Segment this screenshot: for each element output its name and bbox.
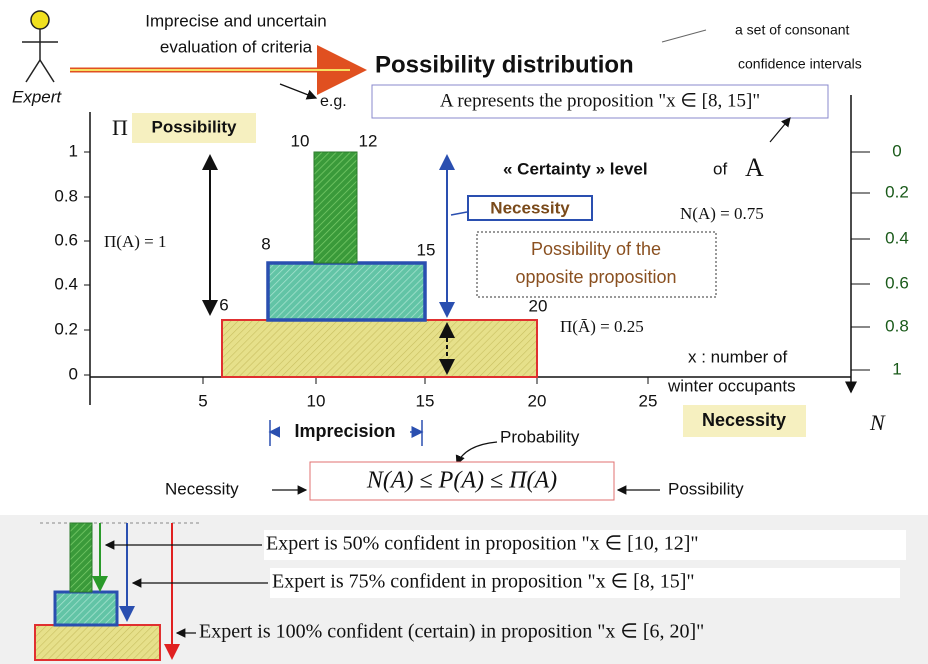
left-axis-symbol: Π	[112, 115, 128, 140]
title: Possibility distribution	[375, 51, 634, 78]
necessity-box	[467, 195, 593, 221]
right-tick-label: 0.6	[885, 273, 909, 292]
example-prefix: e.g.	[320, 93, 347, 110]
opposite-label: opposite proposition	[515, 267, 676, 287]
label-bg	[270, 568, 900, 598]
interval-bound: 6	[219, 295, 228, 314]
inner-interval	[313, 151, 358, 264]
note: confidence intervals	[738, 56, 862, 72]
interval-bound: 12	[359, 131, 378, 150]
input-text: Imprecise and uncertain	[145, 11, 326, 30]
opposite-box	[476, 231, 717, 298]
example-text: A represents the proposition "x ∈ [8, 15…	[440, 90, 760, 111]
x-tick-label: 5	[198, 391, 207, 410]
left-axis-name: Possibility	[151, 117, 237, 136]
x-axis-label: winter occupants	[667, 376, 796, 395]
label-bg	[132, 113, 256, 143]
left-tick-label: 0	[69, 364, 78, 383]
middle-interval	[266, 261, 427, 322]
x-tick-label: 25	[639, 391, 658, 410]
actor-label: Expert	[12, 87, 62, 106]
right-tick-label: 0.8	[885, 316, 909, 335]
inequality-right: Possibility	[668, 479, 744, 498]
example-arrow	[279, 83, 318, 100]
imprecision-label: Imprecision	[294, 421, 395, 441]
x-axis-label: x : number of	[688, 347, 787, 366]
label-bg	[264, 530, 906, 560]
inequality-left: Necessity	[165, 479, 239, 498]
interval-bound: 20	[529, 296, 548, 315]
right-axis-symbol: N	[869, 410, 886, 435]
inequality: N(A) ≤ P(A) ≤ Π(A)	[366, 468, 557, 494]
certainty-label: A	[745, 153, 764, 182]
left-tick-label: 0.6	[54, 230, 78, 249]
legend-text: Expert is 50% confident in proposition "…	[266, 533, 699, 555]
input-text: evaluation of criteria	[160, 37, 313, 56]
necessity-pointer	[450, 211, 468, 216]
right-tick-label: 0.2	[885, 182, 909, 201]
note-line	[661, 29, 707, 43]
label-bg	[683, 405, 806, 437]
inner-interval-small	[69, 522, 93, 593]
outer-interval	[221, 319, 538, 378]
right-tick-label: 1	[892, 359, 901, 378]
x-tick-label: 15	[416, 391, 435, 410]
middle-interval-small	[53, 590, 119, 627]
x-tick-label: 20	[528, 391, 547, 410]
probability-label: Probability	[500, 427, 580, 446]
necessity-value: N(A) = 0.75	[680, 204, 764, 223]
example-box	[371, 84, 829, 119]
inequality-box	[309, 461, 615, 501]
left-tick-label: 1	[69, 141, 78, 160]
interval-bound: 15	[417, 240, 436, 259]
possibility-value: Π(A) = 1	[104, 232, 166, 251]
left-tick-label: 0.4	[54, 274, 78, 293]
interval-bound: 10	[291, 131, 310, 150]
probability-arrow	[455, 441, 498, 466]
opposite-label: Possibility of the	[531, 239, 661, 259]
actor-icon	[22, 10, 58, 83]
certainty-label: « Certainty » level	[503, 159, 648, 178]
legend-text: Expert is 100% confident (certain) in pr…	[199, 621, 704, 643]
legend-text: Expert is 75% confident in proposition "…	[272, 571, 695, 593]
x-tick-label: 10	[307, 391, 326, 410]
interval-bound: 8	[261, 234, 270, 253]
right-axis-name: Necessity	[702, 410, 786, 430]
left-tick-label: 0.2	[54, 319, 78, 338]
label-bg	[280, 421, 410, 443]
opposite-value: Π(Ā) = 0.25	[560, 317, 644, 336]
necessity-label: Necessity	[490, 198, 570, 217]
right-tick-label: 0	[892, 141, 901, 160]
note: a set of consonant	[735, 22, 850, 38]
left-tick-label: 0.8	[54, 186, 78, 205]
example-pointer	[769, 117, 791, 143]
certainty-label: of	[713, 159, 727, 178]
right-tick-label: 0.4	[885, 228, 909, 247]
outer-interval-small	[34, 624, 161, 661]
